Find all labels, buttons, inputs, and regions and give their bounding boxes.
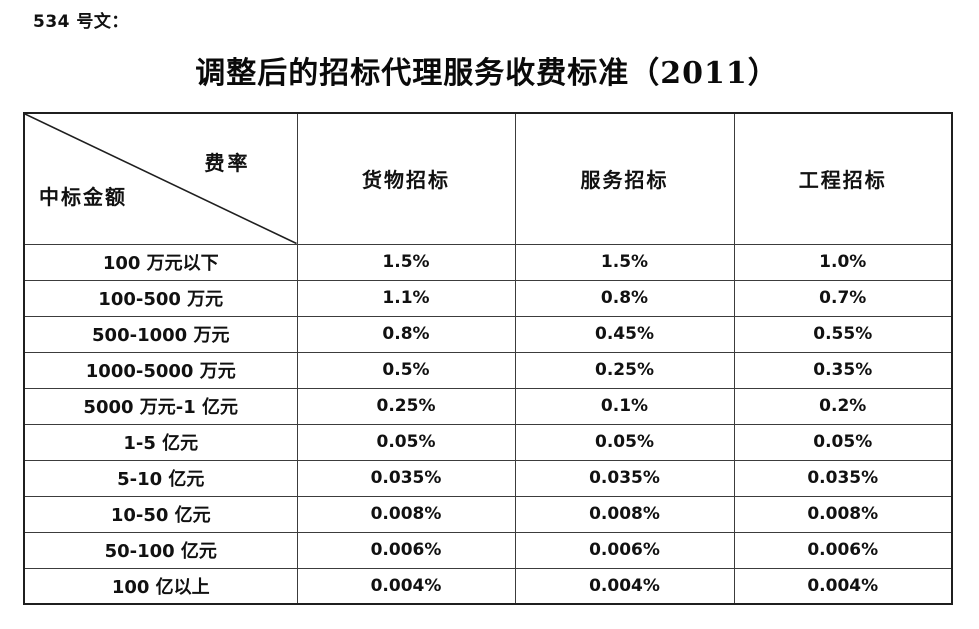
rate-value-cell: 0.05%: [733, 423, 953, 461]
rate-value-cell: 0.035%: [733, 459, 953, 497]
table-header-row: 费率 中标金额 货物招标 服务招标 工程招标: [23, 112, 953, 245]
column-header-service-bidding: 服务招标: [514, 112, 735, 245]
rate-value-cell: 0.008%: [296, 495, 516, 533]
rate-value-cell: 0.2%: [733, 387, 953, 425]
corner-label-bid-amount: 中标金额: [39, 185, 127, 209]
rate-value-cell: 0.45%: [514, 315, 735, 353]
doc-number-label: 534 号文：: [33, 12, 129, 32]
rate-value-cell: 0.7%: [733, 279, 953, 317]
table-row: 100-500 万元 1.1% 0.8% 0.7%: [23, 279, 953, 317]
rate-value-cell: 0.05%: [296, 423, 516, 461]
rate-value-cell: 0.5%: [296, 351, 516, 389]
row-label-amount-tier: 1-5 亿元: [23, 423, 298, 461]
rate-value-cell: 0.035%: [514, 459, 735, 497]
rate-value-cell: 0.8%: [296, 315, 516, 353]
rate-value-cell: 0.008%: [733, 495, 953, 533]
rate-value-cell: 1.1%: [296, 279, 516, 317]
page-title: 调整后的招标代理服务收费标准（2011）: [195, 56, 779, 91]
rate-value-cell: 0.035%: [296, 459, 516, 497]
rate-value-cell: 0.004%: [733, 567, 953, 605]
table-row: 10-50 亿元 0.008% 0.008% 0.008%: [23, 495, 953, 533]
fee-table: 费率 中标金额 货物招标 服务招标 工程招标 100 万元以下 1.5% 1.5% 1…: [23, 112, 953, 605]
column-header-engineering-bidding: 工程招标: [733, 112, 953, 245]
row-label-amount-tier: 10-50 亿元: [23, 495, 298, 533]
corner-header-cell: 费率 中标金额: [23, 112, 298, 245]
table-row: 100 万元以下 1.5% 1.5% 1.0%: [23, 243, 953, 281]
table-row: 1-5 亿元 0.05% 0.05% 0.05%: [23, 423, 953, 461]
table-row: 100 亿以上 0.004% 0.004% 0.004%: [23, 567, 953, 605]
table-row: 5000 万元-1 亿元 0.25% 0.1% 0.2%: [23, 387, 953, 425]
fee-table-body: 100 万元以下 1.5% 1.5% 1.0% 100-500 万元 1.1% 0.8% 0.…: [23, 243, 953, 605]
corner-label-rate: 费率: [204, 151, 251, 175]
rate-value-cell: 0.004%: [514, 567, 735, 605]
column-header-goods-bidding: 货物招标: [296, 112, 516, 245]
row-label-amount-tier: 500-1000 万元: [23, 315, 298, 353]
rate-value-cell: 0.1%: [514, 387, 735, 425]
row-label-amount-tier: 50-100 亿元: [23, 531, 298, 569]
rate-value-cell: 1.5%: [514, 243, 735, 281]
rate-value-cell: 0.004%: [296, 567, 516, 605]
rate-value-cell: 0.8%: [514, 279, 735, 317]
rate-value-cell: 1.0%: [733, 243, 953, 281]
table-row: 1000-5000 万元 0.5% 0.25% 0.35%: [23, 351, 953, 389]
rate-value-cell: 0.006%: [296, 531, 516, 569]
diagonal-divider-line: [25, 114, 297, 244]
rate-value-cell: 0.008%: [514, 495, 735, 533]
table-row: 500-1000 万元 0.8% 0.45% 0.55%: [23, 315, 953, 353]
row-label-amount-tier: 100 亿以上: [23, 567, 298, 605]
table-row: 5-10 亿元 0.035% 0.035% 0.035%: [23, 459, 953, 497]
row-label-amount-tier: 100 万元以下: [23, 243, 298, 281]
table-row: 50-100 亿元 0.006% 0.006% 0.006%: [23, 531, 953, 569]
rate-value-cell: 0.55%: [733, 315, 953, 353]
row-label-amount-tier: 5000 万元-1 亿元: [23, 387, 298, 425]
row-label-amount-tier: 100-500 万元: [23, 279, 298, 317]
rate-value-cell: 0.35%: [733, 351, 953, 389]
rate-value-cell: 0.05%: [514, 423, 735, 461]
rate-value-cell: 0.006%: [514, 531, 735, 569]
row-label-amount-tier: 5-10 亿元: [23, 459, 298, 497]
rate-value-cell: 0.25%: [514, 351, 735, 389]
rate-value-cell: 1.5%: [296, 243, 516, 281]
rate-value-cell: 0.25%: [296, 387, 516, 425]
row-label-amount-tier: 1000-5000 万元: [23, 351, 298, 389]
rate-value-cell: 0.006%: [733, 531, 953, 569]
